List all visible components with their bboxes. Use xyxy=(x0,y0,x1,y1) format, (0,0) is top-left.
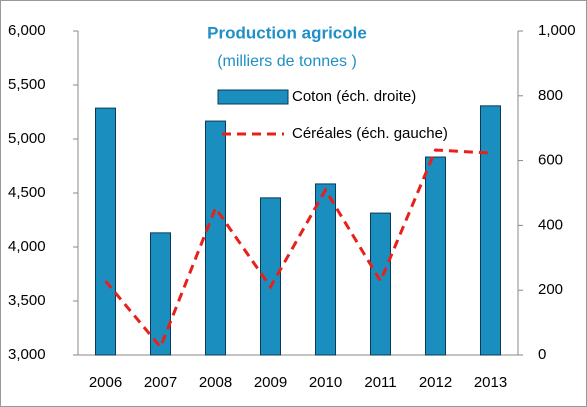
y-tick-label: 3,000 xyxy=(8,346,46,363)
y2-tick-label: 400 xyxy=(538,216,563,233)
bar xyxy=(370,212,391,356)
bar xyxy=(480,105,501,356)
legend-label: Coton (éch. droite) xyxy=(292,88,416,105)
y2-tick-label: 800 xyxy=(538,87,563,104)
x-tick-label: 2012 xyxy=(419,374,452,391)
x-tick-label: 2007 xyxy=(144,374,177,391)
y2-tick-label: 600 xyxy=(538,152,563,169)
x-tick-label: 2009 xyxy=(254,374,287,391)
y-tick-label: 3,500 xyxy=(8,292,46,309)
bar xyxy=(150,232,171,356)
bar xyxy=(260,197,281,356)
y-tick-label: 5,000 xyxy=(8,130,46,147)
legend-label: Céréales (éch. gauche) xyxy=(292,125,448,142)
y-tick-label: 5,500 xyxy=(8,76,46,93)
chart-title: Production agricole xyxy=(207,23,367,42)
x-tick-label: 2008 xyxy=(199,374,232,391)
chart-subtitle: (milliers de tonnes ) xyxy=(217,53,357,70)
line xyxy=(104,148,491,350)
bar xyxy=(95,107,116,356)
bar xyxy=(425,156,446,356)
x-tick-label: 2010 xyxy=(309,374,342,391)
y2-tick-label: 1,000 xyxy=(538,22,576,39)
bar xyxy=(205,120,226,356)
x-tick-label: 2013 xyxy=(474,374,507,391)
y2-tick-label: 0 xyxy=(538,346,546,363)
y-tick-label: 4,500 xyxy=(8,184,46,201)
x-tick-label: 2006 xyxy=(89,374,122,391)
y2-tick-label: 200 xyxy=(538,281,563,298)
y-tick-label: 4,000 xyxy=(8,238,46,255)
legend-swatch xyxy=(217,89,289,105)
x-tick-label: 2011 xyxy=(364,374,396,391)
bar xyxy=(315,183,336,356)
y-tick-label: 6,000 xyxy=(8,22,46,39)
